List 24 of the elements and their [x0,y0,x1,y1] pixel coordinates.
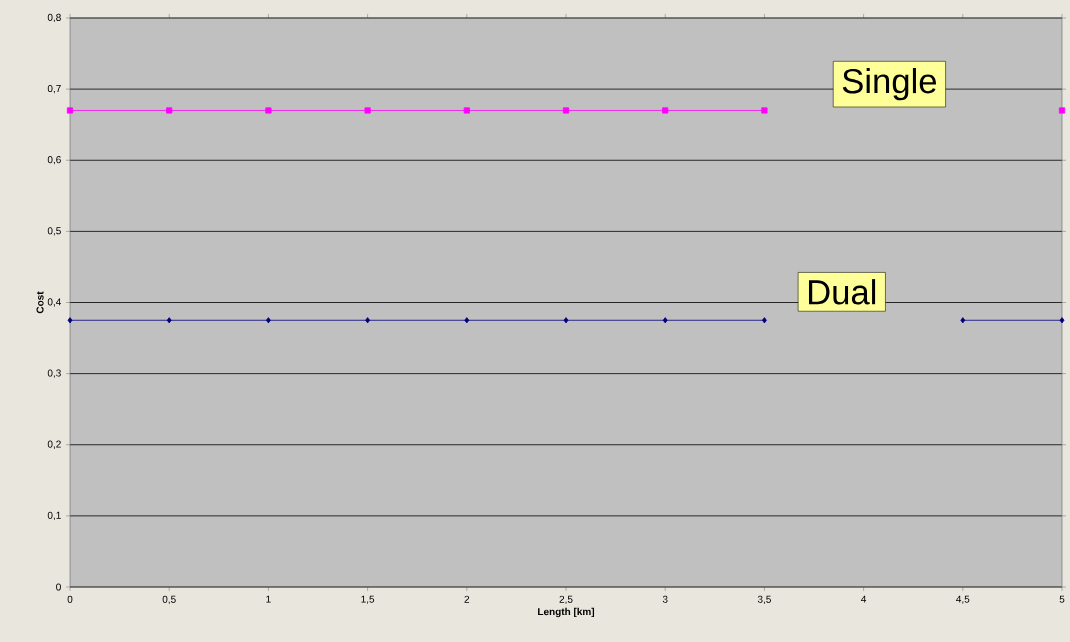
x-tick-label: 5 [1059,595,1065,603]
y-tick-label: 0 [56,583,61,591]
x-tick-label: 4 [861,595,867,603]
x-tick-label: 4,5 [956,595,970,604]
y-axis-title: Cost [36,291,44,314]
y-tick-label: 0,2 [47,440,61,449]
x-tick-label: 0 [67,595,73,603]
series-label: Dual [808,279,876,305]
x-tick-label: 2 [464,595,470,603]
y-tick-label: 0,6 [47,156,61,165]
y-tick-label: 0,1 [47,511,61,520]
x-tick-label: 2,5 [559,595,573,604]
y-tick-label: 0,4 [47,298,61,307]
y-tick-label: 0,3 [47,369,61,378]
y-tick-label: 0,7 [47,84,61,94]
x-tick-label: 3 [662,595,668,603]
x-tick-label: 1,5 [361,595,375,604]
x-tick-label: 1 [266,595,271,603]
y-tick-label: 0,5 [47,227,61,236]
x-tick-label: 0,5 [162,595,176,604]
text: Single [842,67,937,101]
x-tick-label: 3,5 [757,595,771,604]
x-axis-title: Length [km] [538,607,595,618]
y-tick-label: 0,8 [47,13,61,23]
